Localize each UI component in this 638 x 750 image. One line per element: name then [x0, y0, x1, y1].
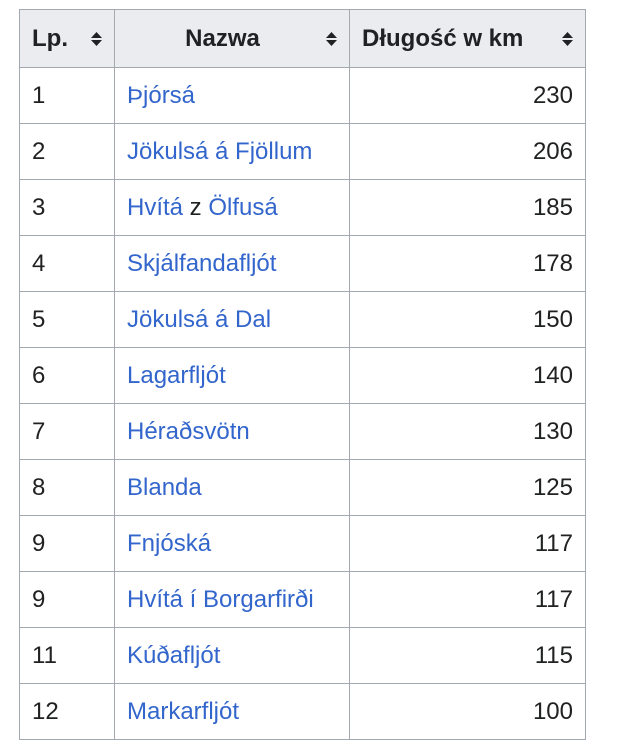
sort-icon[interactable]: [326, 31, 337, 48]
row-length: 100: [349, 683, 586, 740]
row-name-cell: Hvítá z Ölfusá: [114, 179, 350, 236]
table-header-row: Lp. Nazwa Długość w km: [19, 9, 586, 68]
row-length: 115: [349, 627, 586, 684]
row-name-cell: Hvítá í Borgarfirði: [114, 571, 350, 628]
row-name-cell: Fnjóská: [114, 515, 350, 572]
row-length: 117: [349, 571, 586, 628]
table-row: 5 Jökulsá á Dal 150: [19, 291, 586, 348]
header-name-label: Nazwa: [185, 24, 260, 52]
row-name-cell: Þjórsá: [114, 67, 350, 124]
rivers-table-container: Lp. Nazwa Długość w km: [19, 9, 586, 740]
row-name-cell: Skjálfandafljót: [114, 235, 350, 292]
table-row: 2 Jökulsá á Fjöllum 206: [19, 123, 586, 180]
row-length: 130: [349, 403, 586, 460]
table-row: 9 Fnjóská 117: [19, 515, 586, 572]
row-lp: 9: [19, 571, 115, 628]
river-link[interactable]: Jökulsá á Fjöllum: [127, 137, 313, 165]
row-lp: 2: [19, 123, 115, 180]
river-link[interactable]: Lagarfljót: [127, 361, 226, 389]
row-lp: 1: [19, 67, 115, 124]
header-lp[interactable]: Lp.: [19, 9, 115, 68]
row-lp: 6: [19, 347, 115, 404]
river-link[interactable]: Fnjóská: [127, 529, 212, 557]
river-link[interactable]: Hvítá í Borgarfirði: [127, 585, 314, 613]
row-length: 117: [349, 515, 586, 572]
row-length: 140: [349, 347, 586, 404]
river-link[interactable]: Héraðsvötn: [127, 417, 250, 445]
header-length[interactable]: Długość w km: [349, 9, 586, 68]
header-lp-label: Lp.: [32, 24, 68, 52]
row-lp: 5: [19, 291, 115, 348]
row-length: 206: [349, 123, 586, 180]
row-name-cell: Blanda: [114, 459, 350, 516]
river-link[interactable]: Kúðafljót: [127, 641, 221, 669]
table-row: 8 Blanda 125: [19, 459, 586, 516]
row-length: 185: [349, 179, 586, 236]
river-link[interactable]: Jökulsá á Dal: [127, 305, 272, 333]
row-length: 230: [349, 67, 586, 124]
river-link[interactable]: Ölfusá: [208, 193, 278, 221]
header-length-label: Długość w km: [362, 24, 524, 52]
table-row: 11 Kúðafljót 115: [19, 627, 586, 684]
name-joiner: z: [183, 193, 209, 221]
table-row: 4 Skjálfandafljót 178: [19, 235, 586, 292]
river-link[interactable]: Markarfljót: [127, 697, 240, 725]
row-lp: 7: [19, 403, 115, 460]
header-name[interactable]: Nazwa: [114, 9, 350, 68]
row-length: 125: [349, 459, 586, 516]
table-row: 6 Lagarfljót 140: [19, 347, 586, 404]
river-link[interactable]: Hvítá: [127, 193, 184, 221]
table-row: 9 Hvítá í Borgarfirði 117: [19, 571, 586, 628]
row-name-cell: Jökulsá á Dal: [114, 291, 350, 348]
row-name-cell: Jökulsá á Fjöllum: [114, 123, 350, 180]
row-lp: 12: [19, 683, 115, 740]
row-name-cell: Lagarfljót: [114, 347, 350, 404]
row-lp: 9: [19, 515, 115, 572]
river-link[interactable]: Skjálfandafljót: [127, 249, 277, 277]
row-length: 150: [349, 291, 586, 348]
sort-icon[interactable]: [562, 31, 573, 48]
table-row: 12 Markarfljót 100: [19, 683, 586, 740]
sort-icon[interactable]: [91, 31, 102, 48]
row-lp: 11: [19, 627, 115, 684]
rivers-table: Lp. Nazwa Długość w km: [19, 9, 586, 740]
row-lp: 3: [19, 179, 115, 236]
table-row: 1 Þjórsá 230: [19, 67, 586, 124]
row-name-cell: Kúðafljót: [114, 627, 350, 684]
row-lp: 8: [19, 459, 115, 516]
table-row: 3 Hvítá z Ölfusá 185: [19, 179, 586, 236]
row-name-cell: Héraðsvötn: [114, 403, 350, 460]
row-length: 178: [349, 235, 586, 292]
river-link[interactable]: Þjórsá: [127, 81, 196, 109]
river-link[interactable]: Blanda: [127, 473, 202, 501]
table-row: 7 Héraðsvötn 130: [19, 403, 586, 460]
row-name-cell: Markarfljót: [114, 683, 350, 740]
row-lp: 4: [19, 235, 115, 292]
